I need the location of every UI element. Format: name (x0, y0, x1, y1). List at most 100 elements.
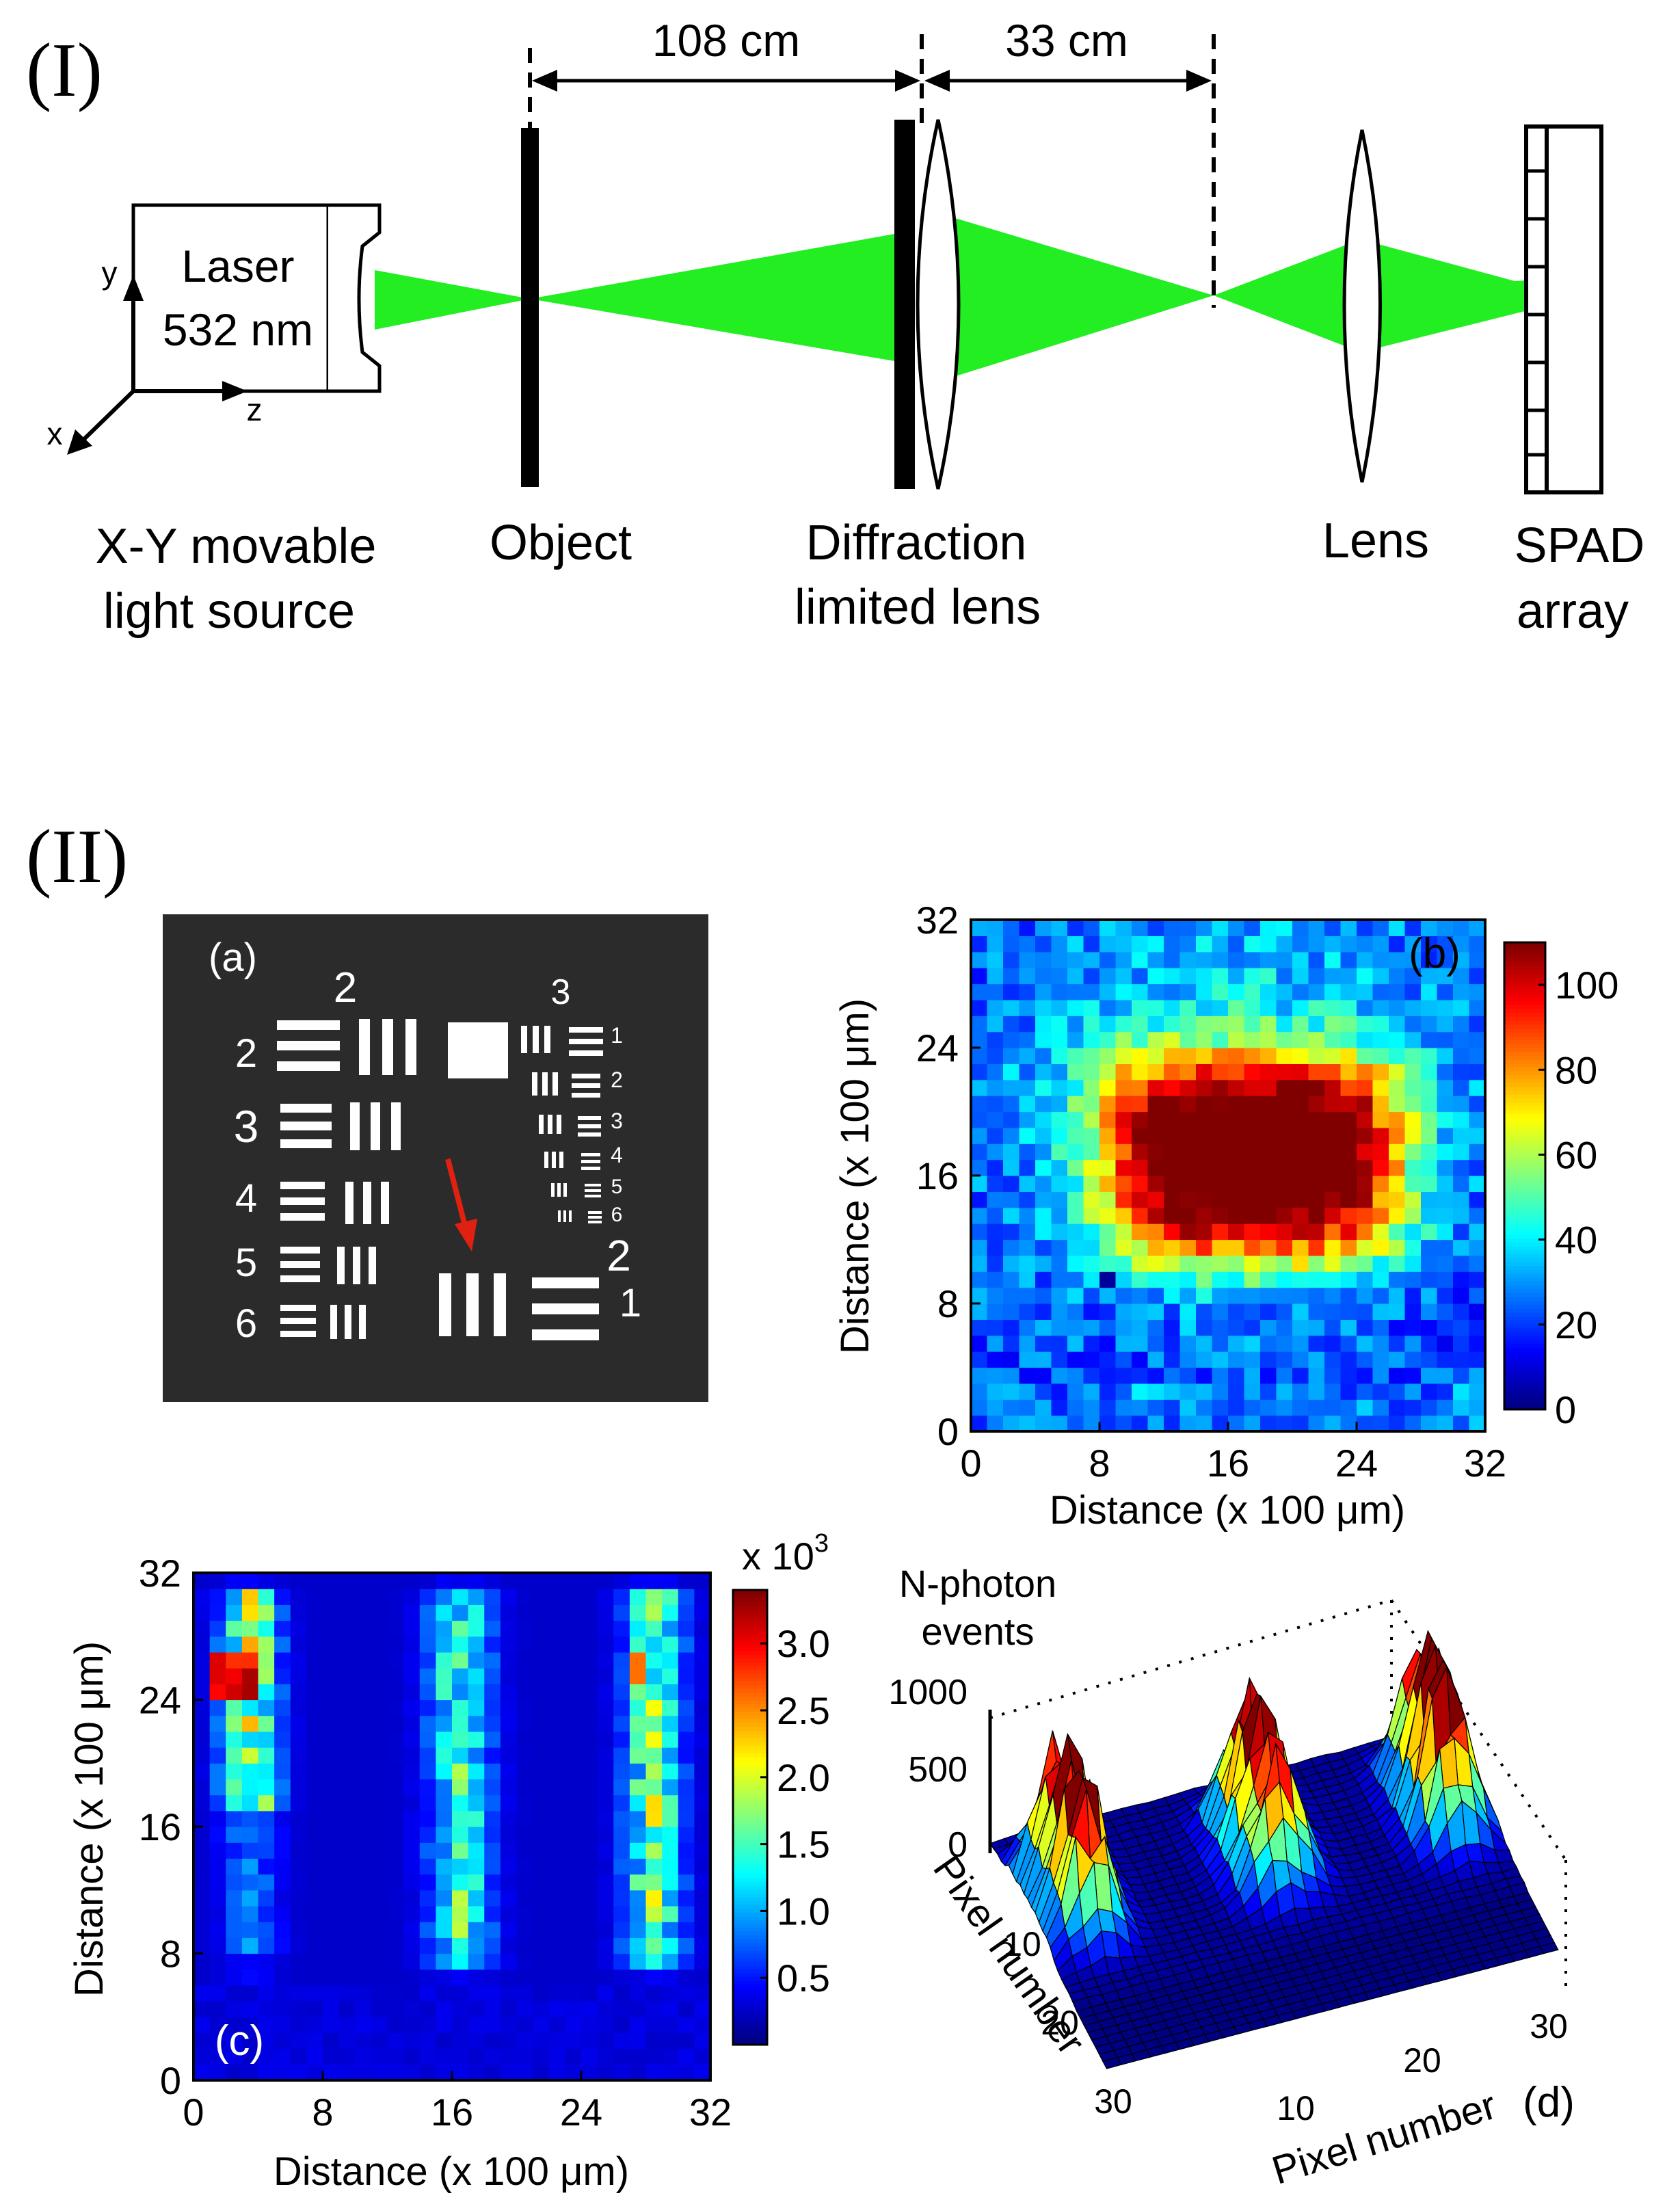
heatmap-cell (387, 1969, 404, 1986)
heatmap-cell (694, 1731, 711, 1748)
heatmap-cell (1067, 1207, 1084, 1224)
heatmap-cell (355, 1715, 372, 1732)
target-bar (588, 1216, 602, 1219)
heatmap-cell (1083, 1096, 1100, 1113)
heatmap-cell (1372, 936, 1389, 953)
heatmap-cell (548, 1922, 565, 1938)
heatmap-cell (274, 1699, 291, 1716)
colorbar-swatch (1504, 1323, 1545, 1329)
heatmap-cell (1099, 1016, 1117, 1033)
heatmap-cell (1404, 1127, 1422, 1144)
heatmap-cell (1051, 1016, 1068, 1033)
colorbar-swatch (733, 1840, 767, 1845)
heatmap-cell (629, 1842, 647, 1859)
heatmap-cell (1276, 1207, 1293, 1224)
heatmap-cell (533, 2032, 550, 2050)
heatmap-cell (323, 1699, 340, 1716)
heatmap-cell (645, 2048, 663, 2065)
heatmap-cell (419, 1827, 436, 1843)
heatmap-cell (1437, 1127, 1454, 1144)
heatmap-cell (338, 1842, 356, 1859)
target-bar (280, 1331, 316, 1337)
target-bar (350, 1102, 360, 1150)
heatmap-cell (662, 1668, 679, 1684)
heatmap-cell (355, 1699, 372, 1716)
heatmap-cell (613, 1827, 630, 1843)
heatmap-cell (258, 1604, 275, 1621)
colorbar-swatch (1504, 1059, 1545, 1064)
colorbar-swatch (1504, 1152, 1545, 1157)
heatmap-cell (678, 1699, 695, 1716)
heatmap-cell (1003, 1063, 1020, 1080)
heatmap-cell (1437, 1111, 1454, 1128)
heatmap-cell (1115, 1111, 1132, 1128)
heatmap-cell (1228, 1335, 1245, 1352)
heatmap-cell (1357, 1048, 1374, 1064)
heatmap-cell (1035, 1319, 1052, 1336)
heatmap-cell (1469, 1415, 1486, 1432)
heatmap-cell (1389, 1399, 1406, 1416)
colorbar-tick-label: 2.5 (777, 1689, 830, 1732)
heatmap-cell (1340, 1319, 1357, 1336)
heatmap-cell (1292, 1096, 1309, 1113)
heatmap-cell (258, 1858, 275, 1875)
heatmap-cell (1324, 1303, 1342, 1320)
heatmap-cell (565, 1715, 582, 1732)
heatmap-cell (306, 1874, 323, 1891)
heatmap-cell (1212, 999, 1229, 1016)
heatmap-cell (613, 2017, 630, 2034)
heatmap-cell (436, 1763, 453, 1780)
colorbar-swatch (1504, 1327, 1545, 1332)
colorbar-swatch (733, 1601, 767, 1606)
heatmap-cell (1453, 1415, 1470, 1432)
heatmap-cell (484, 1699, 501, 1716)
heatmap-cell (1260, 936, 1277, 953)
heatmap-cell (1083, 1207, 1100, 1224)
heatmap-cell (1340, 1367, 1357, 1384)
heatmap-cell (338, 1794, 356, 1812)
heatmap-cell (1179, 920, 1197, 936)
heatmap-cell (1244, 1031, 1261, 1048)
heatmap-cell (565, 1620, 582, 1637)
heatmap-cell (226, 1842, 243, 1859)
heatmap-cell (500, 1842, 518, 1859)
heatmap-cell (436, 1779, 453, 1796)
heatmap-cell (1179, 1415, 1197, 1432)
heatmap-cell (1437, 999, 1454, 1016)
surface-ztick-500: 500 (908, 1750, 968, 1790)
heatmap-cell (1067, 936, 1084, 953)
heatmap-cell (1132, 951, 1149, 968)
heatmap-cell (662, 1699, 679, 1716)
heatmap-cell (1340, 999, 1357, 1016)
heatmap-cell (987, 1367, 1004, 1384)
heatmap-cell (1132, 1415, 1149, 1432)
heatmap-cell (1115, 999, 1132, 1016)
colorbar-swatch (733, 1745, 767, 1750)
heatmap-cell (371, 1763, 388, 1780)
heatmap-cell (1357, 1063, 1374, 1080)
heatmap-cell (629, 1827, 647, 1843)
heatmap-cell (274, 2048, 291, 2065)
colorbar-swatch (733, 1866, 767, 1871)
heatmap-cell (241, 1922, 259, 1938)
heatmap-cell (1469, 1287, 1486, 1304)
heatmap-cell (1196, 1096, 1213, 1113)
heatmap-cell (1115, 1415, 1132, 1432)
heatmap-cell (323, 1953, 340, 1970)
heatmap-cell (613, 1604, 630, 1621)
heatmap-cell (1357, 983, 1374, 1000)
heatmap-cell (323, 1937, 340, 1954)
heatmap-cell (662, 1573, 679, 1589)
colorbar-swatch (1504, 1304, 1545, 1309)
heatmap-cell (209, 1573, 226, 1589)
heatmap-cell (613, 1794, 630, 1812)
heatmap-cell (468, 2001, 485, 2017)
heatmap-cell (209, 1715, 226, 1732)
heatmap-cell (452, 1652, 469, 1669)
heatmap-cell (1324, 1159, 1342, 1176)
heatmap-cell (1196, 1303, 1213, 1320)
heatmap-cell (1179, 1191, 1197, 1208)
heatmap-cell (226, 2001, 243, 2017)
heatmap-cell (581, 1763, 598, 1780)
panel-c-tag: (c) (215, 2017, 264, 2065)
